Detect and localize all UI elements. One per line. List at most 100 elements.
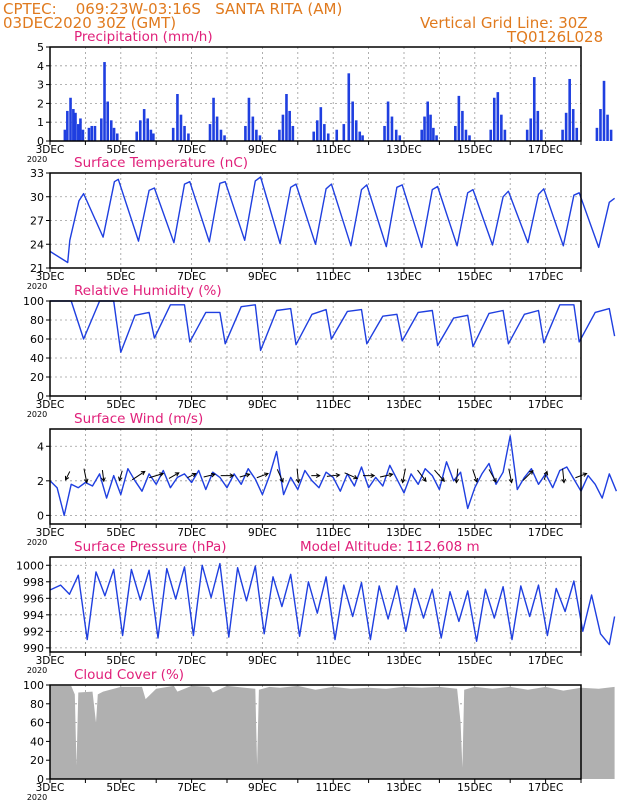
precip-bar [503,129,507,141]
y-tick-label: 996 [23,592,44,605]
wind-vector-head [279,477,284,483]
wind-vector-head [400,478,406,484]
wind-vector [472,469,478,483]
x-tick-label: 3DEC [36,144,65,156]
x-tick-label: 5DEC [106,527,135,539]
run-timestamp: 03DEC2020 30Z (GMT) [3,14,177,32]
wind-vector-head [159,472,165,477]
x-tick-label: 13DEC [386,527,421,539]
precip-bar [575,127,579,141]
wind-vector [344,472,358,479]
precip-bar [208,124,212,141]
wind-vector [434,469,445,482]
precip-bar [66,110,69,141]
precip-bar [525,129,529,141]
precip-bar [606,114,609,141]
panel-title: Precipitation (mm/h) [74,29,213,45]
precip-bar [489,129,493,141]
precip-bar [171,127,175,141]
wind-vector [101,469,105,482]
precip-bar [457,95,461,141]
precip-bar [529,118,533,141]
precip-bar [142,109,146,141]
panel-title: Surface Temperature (nC) [74,155,248,171]
series-line [50,300,616,353]
x-tick-label: 5DEC [106,144,135,156]
precip-bar [464,129,468,141]
wind-vector-head [388,472,394,478]
precip-bar [532,77,536,141]
precip-bar [212,97,215,141]
panel-frame [49,684,582,780]
wind-vector-head [295,478,301,484]
precip-bar [426,101,430,141]
panel-frame [49,46,582,142]
x-tick-label: 17DEC [528,655,563,667]
x-tick-label: 11DEC [315,782,350,794]
precip-bar [81,129,85,141]
y-tick-label: 33 [30,167,44,180]
wind-vector-head [191,472,197,478]
precip-bar [492,97,496,141]
x-tick-label: 15DEC [457,271,492,283]
series-line [49,435,618,517]
x-year-label: 2020 [27,410,47,419]
precip-bar [77,124,80,141]
precip-bar [394,129,398,141]
precip-bar [152,133,155,141]
x-tick-label: 15DEC [457,527,492,539]
y-tick-label: 0 [37,509,44,522]
y-tick-label: 4 [37,440,44,453]
precip-bar [285,94,288,141]
precip-bar [135,131,139,141]
y-tick-label: 4 [37,60,44,73]
wind-vector-head [528,469,534,475]
x-tick-label: 7DEC [177,271,206,283]
wind-vector-head [64,475,70,481]
precip-bar [500,114,503,141]
wind-vector-head [561,478,567,484]
x-tick-label: 17DEC [528,782,563,794]
y-tick-label: 0 [37,773,44,786]
x-year-label: 2020 [27,155,47,164]
y-tick-label: 992 [23,625,44,638]
x-tick-label: 9DEC [248,655,277,667]
x-tick-label: 13DEC [386,655,421,667]
x-tick-label: 11DEC [315,527,350,539]
x-tick-label: 13DEC [386,144,421,156]
x-tick-label: 7DEC [177,527,206,539]
y-tick-label: 2 [37,475,44,488]
precip-bar [69,97,72,141]
x-tick-label: 5DEC [106,399,135,411]
wind-vector-head [118,476,123,482]
wind-vector [488,469,497,483]
wind-vector-head [140,470,146,476]
wind-vector [187,473,197,479]
precip-bar [390,116,394,141]
x-tick-label: 13DEC [386,399,421,411]
precip-bar [93,125,97,141]
x-tick-label: 15DEC [457,782,492,794]
wind-vector [256,473,269,479]
wind-vector [402,468,406,483]
panel-frame [49,300,582,397]
y-tick-label: 1 [37,116,44,129]
x-tick-label: 3DEC [36,271,65,283]
precip-bar [106,101,110,141]
x-tick-label: 13DEC [386,271,421,283]
precip-bar [386,101,390,141]
x-year-label: 2020 [27,666,47,675]
x-tick-label: 11DEC [315,144,350,156]
precip-bar [358,131,362,141]
precip-bar [568,78,571,141]
precip-bar [100,118,103,141]
y-tick-label: 998 [23,576,44,589]
x-year-label: 2020 [27,793,47,800]
y-tick-label: 5 [37,41,44,54]
precip-bar [79,118,82,141]
wind-vector [326,474,340,477]
precip-bar [112,127,116,141]
precip-bar [609,129,613,141]
precip-bar [342,124,346,141]
y-tick-label: 24 [30,238,44,251]
